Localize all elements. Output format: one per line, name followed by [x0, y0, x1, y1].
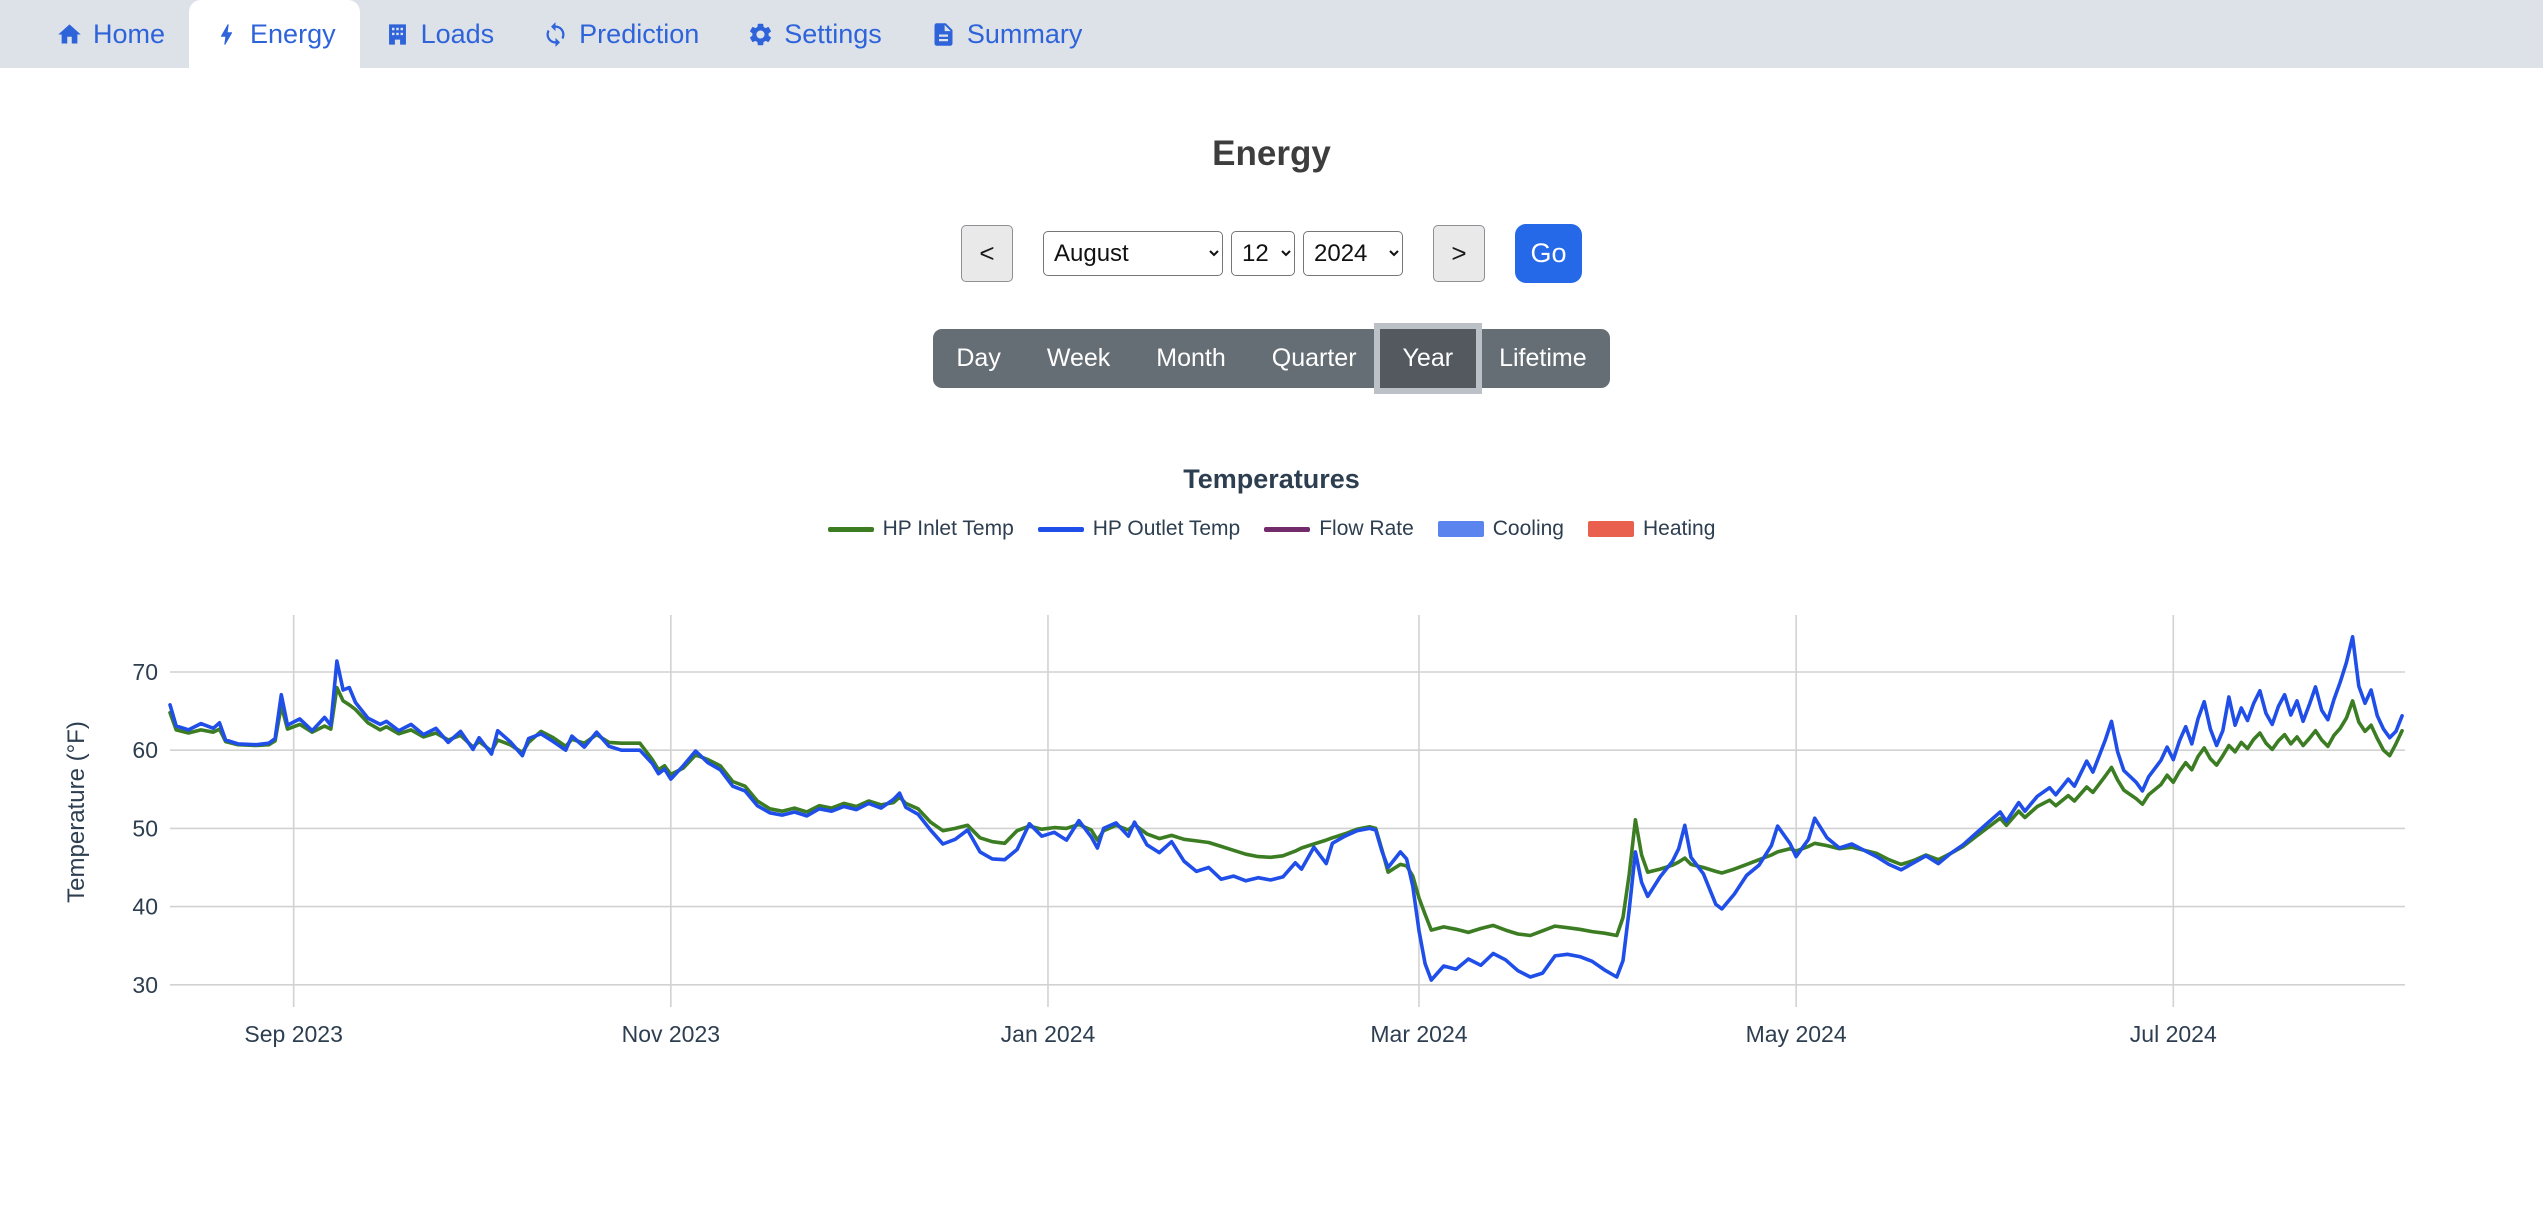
x-tick-label: Mar 2024 — [1370, 1021, 1467, 1047]
y-tick-label: 70 — [132, 659, 158, 685]
page-title: Energy — [1212, 134, 1331, 173]
date-selects: August 12 2024 — [1043, 231, 1403, 276]
x-tick-label: May 2024 — [1746, 1021, 1847, 1047]
chart-legend: HP Inlet Temp HP Outlet Temp Flow Rate Cool… — [0, 517, 2543, 541]
y-tick-label: 30 — [132, 972, 158, 998]
building-icon — [388, 23, 406, 45]
x-tick-label: Sep 2023 — [244, 1021, 342, 1047]
go-button[interactable]: Go — [1515, 224, 1582, 283]
legend-label: Heating — [1642, 517, 1716, 540]
x-tick-label: Jul 2024 — [2130, 1021, 2217, 1047]
legend-item-cooling[interactable]: Cooling — [1437, 517, 1564, 541]
next-date-button[interactable]: > — [1433, 225, 1485, 282]
gear-icon — [750, 23, 772, 45]
period-option-year[interactable]: Year — [1379, 329, 1477, 388]
temperatures-chart: 30 40 50 60 70 Sep 2023 Nov 2023 Jan 2024 Mar 20… — [0, 590, 2543, 1090]
refresh-icon — [546, 21, 565, 47]
temperatures-chart-svg: 30 40 50 60 70 Sep 2023 Nov 2023 Jan 2024 Mar 20… — [63, 615, 2405, 1047]
nav-tab-label: Prediction — [579, 18, 700, 49]
nav-tab-home[interactable]: Home — [32, 0, 189, 68]
y-tick-label: 40 — [132, 894, 158, 920]
nav-tab-label: Energy — [250, 18, 336, 49]
legend-label: Flow Rate — [1319, 517, 1414, 540]
legend-label: HP Outlet Temp — [1092, 517, 1241, 540]
document-icon — [934, 22, 953, 46]
legend-label: HP Inlet Temp — [882, 517, 1014, 540]
period-option-day[interactable]: Day — [956, 344, 1001, 372]
y-tick-label: 50 — [132, 815, 158, 841]
series-line-hp-inlet-temp — [168, 685, 2404, 938]
y-axis-title: Temperature (°F) — [63, 721, 90, 903]
legend-swatch — [1037, 526, 1084, 532]
month-select[interactable]: August — [1043, 231, 1223, 276]
legend-item-hp-outlet-temp[interactable]: HP Outlet Temp — [1037, 517, 1241, 541]
nav-tab-label: Settings — [784, 18, 882, 49]
day-select[interactable]: 12 — [1231, 231, 1295, 276]
period-option-week[interactable]: Week — [1046, 344, 1111, 372]
nav-tab-label: Loads — [420, 18, 495, 49]
navbar: Home Energy Loads Prediction Settings Summary — [0, 0, 2543, 68]
nav-tab-prediction[interactable]: Prediction — [518, 0, 723, 68]
date-controls: < August 12 2024 > Go — [0, 224, 2543, 283]
nav-tab-energy[interactable]: Energy — [189, 0, 360, 68]
x-tick-label: Nov 2023 — [622, 1021, 720, 1047]
legend-label: Cooling — [1492, 517, 1564, 540]
legend-item-heating[interactable]: Heating — [1587, 517, 1716, 541]
nav-tab-settings[interactable]: Settings — [723, 0, 906, 68]
legend-swatch — [827, 526, 874, 532]
prev-date-button[interactable]: < — [961, 225, 1013, 282]
chart-title: Temperatures — [1183, 464, 1360, 494]
year-select[interactable]: 2024 — [1303, 231, 1403, 276]
legend-item-flow-rate[interactable]: Flow Rate — [1264, 517, 1414, 541]
legend-item-hp-inlet-temp[interactable]: HP Inlet Temp — [827, 517, 1014, 541]
period-option-quarter[interactable]: Quarter — [1271, 344, 1357, 372]
home-icon — [58, 23, 81, 43]
bolt-icon — [220, 23, 233, 45]
legend-swatch — [1264, 526, 1311, 532]
period-option-month[interactable]: Month — [1156, 344, 1226, 372]
y-tick-label: 60 — [132, 737, 158, 763]
legend-swatch — [1437, 521, 1484, 537]
x-tick-label: Jan 2024 — [1001, 1021, 1096, 1047]
series-line-hp-outlet-temp — [168, 634, 2404, 982]
legend-swatch — [1587, 521, 1634, 537]
nav-tab-label: Home — [93, 18, 166, 49]
period-selector-row: Day Week Month Quarter Year Lifetime — [0, 329, 2543, 388]
period-selector: Day Week Month Quarter Year Lifetime — [933, 329, 1610, 388]
nav-tab-loads[interactable]: Loads — [360, 0, 519, 68]
period-option-lifetime[interactable]: Lifetime — [1499, 344, 1587, 372]
nav-tab-label: Summary — [966, 18, 1083, 49]
nav-tab-summary[interactable]: Summary — [906, 0, 1107, 68]
